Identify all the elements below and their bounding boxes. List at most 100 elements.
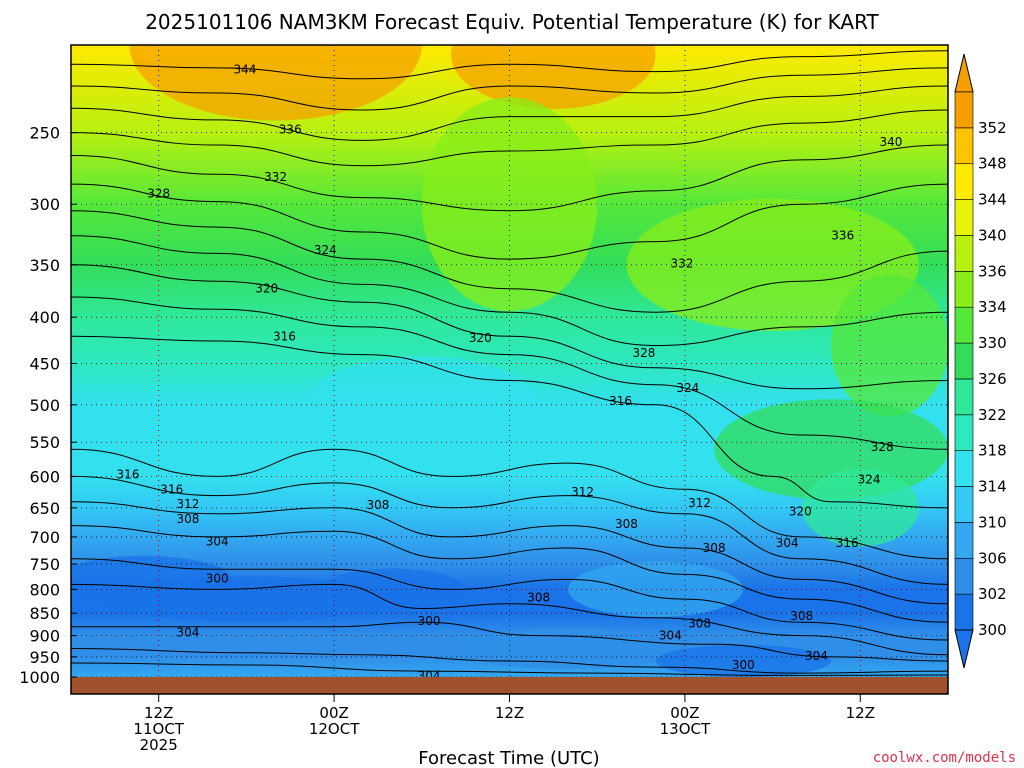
grid-lines xyxy=(71,45,948,677)
colorbar-label: 344 xyxy=(978,191,1007,209)
contour-label: 312 xyxy=(176,497,199,511)
y-tick-label: 1000 xyxy=(19,668,60,687)
contour-label: 308 xyxy=(790,609,813,623)
y-tick-label: 600 xyxy=(29,467,60,486)
colorbar-segment xyxy=(954,163,974,200)
contour-labels: 344 336 332 328 324 320 316 340 336 332 328 324 320 3… xyxy=(117,63,903,683)
colorbar-label: 326 xyxy=(978,370,1007,388)
contour-label: 308 xyxy=(615,517,638,531)
contour-line xyxy=(71,475,948,585)
contour-label: 304 xyxy=(659,629,682,643)
y-axis: 250 300 350 400 450 500 550 600 650 700 750 800 850 9… xyxy=(19,124,77,687)
contour-label: 320 xyxy=(789,504,812,518)
colorbar-segment xyxy=(954,414,974,451)
colorbar-segment xyxy=(954,235,974,272)
contour-label: 304 xyxy=(805,649,828,663)
field-anomaly xyxy=(567,561,744,618)
y-tick-label: 350 xyxy=(29,256,60,275)
y-tick-label: 950 xyxy=(29,648,60,667)
contour-label: 300 xyxy=(732,658,755,672)
colorbar-segment xyxy=(954,271,974,308)
colorbar-label: 302 xyxy=(978,585,1007,603)
contour-label: 304 xyxy=(206,534,229,548)
colorbar-segment xyxy=(954,450,974,487)
contour-label: 304 xyxy=(176,626,199,640)
colorbar-label: 318 xyxy=(978,442,1007,460)
plot-area: 344 336 332 328 324 320 316 340 336 332 328 324 320 3… xyxy=(71,45,948,683)
contour-label: 332 xyxy=(264,170,287,184)
contour-label: 316 xyxy=(160,482,183,496)
contour-label: 308 xyxy=(688,617,711,631)
field-anomaly xyxy=(71,555,232,604)
colorbar-label: 352 xyxy=(978,119,1007,137)
contour-label: 304 xyxy=(418,669,441,683)
colorbar-arrow-top xyxy=(954,53,974,93)
contour-line xyxy=(71,525,948,623)
contour-label: 308 xyxy=(366,498,389,512)
contour-line xyxy=(71,448,948,560)
colorbar-segment xyxy=(954,306,974,344)
colorbar-segment xyxy=(954,199,974,236)
y-tick-label: 750 xyxy=(29,555,60,574)
contour-label: 312 xyxy=(571,485,594,499)
contour-label: 324 xyxy=(314,243,337,257)
contour-label: 316 xyxy=(836,536,859,550)
y-tick-label: 850 xyxy=(29,604,60,623)
credit-text: coolwx.com/models xyxy=(873,750,1016,766)
contour-label: 336 xyxy=(279,122,302,136)
colorbar-label: 334 xyxy=(978,298,1007,316)
x-tick-label: 00Z xyxy=(670,704,699,722)
contour-line xyxy=(71,85,948,141)
contour-label: 316 xyxy=(609,394,632,408)
contour-label: 320 xyxy=(255,282,278,296)
x-tick-label: 2025 xyxy=(140,736,178,754)
contour-label: 336 xyxy=(831,229,854,243)
field-anomaly xyxy=(421,97,598,312)
field-anomaly xyxy=(831,274,948,417)
y-tick-label: 550 xyxy=(29,433,60,452)
contour-label: 324 xyxy=(858,473,881,487)
contour-label: 312 xyxy=(688,496,711,510)
field-anomaly xyxy=(655,644,832,677)
colorbar-label: 330 xyxy=(978,334,1007,352)
x-tick-label: 12Z xyxy=(846,704,875,722)
field-anomaly xyxy=(451,627,685,670)
contour-line xyxy=(71,583,948,656)
terrain-ground xyxy=(71,677,948,694)
contour-line xyxy=(71,501,948,605)
colorbar-segment xyxy=(954,91,974,129)
colorbar-segment xyxy=(954,486,974,523)
x-tick-label: 12Z xyxy=(495,704,524,722)
colorbar-label: 314 xyxy=(978,478,1007,496)
contour-label: 300 xyxy=(418,614,441,628)
contour-line xyxy=(71,558,948,641)
colorbar-segment xyxy=(954,342,974,380)
y-tick-label: 450 xyxy=(29,354,60,373)
colorbar-arrow-bottom xyxy=(954,629,974,669)
field-anomaly xyxy=(626,198,919,331)
colorbar-label: 300 xyxy=(978,621,1007,639)
contour-label: 324 xyxy=(676,381,699,395)
contour-line xyxy=(71,621,948,662)
contour-label: 300 xyxy=(206,571,229,585)
y-tick-label: 500 xyxy=(29,396,60,415)
contour-label: 304 xyxy=(776,536,799,550)
chart-title: 2025101106 NAM3KM Forecast Equiv. Potent… xyxy=(145,10,879,34)
y-tick-label: 650 xyxy=(29,499,60,518)
x-tick-label: 00Z xyxy=(319,704,348,722)
field-anomaly xyxy=(129,45,422,121)
contour-line xyxy=(71,67,948,111)
colorbar-segment xyxy=(954,593,974,631)
y-tick-label: 900 xyxy=(29,627,60,646)
colorbar-segment xyxy=(954,557,974,595)
y-tick-label: 300 xyxy=(29,195,60,214)
x-axis-title: Forecast Time (UTC) xyxy=(418,748,599,768)
contour-label: 328 xyxy=(147,187,170,201)
colorbar-label: 336 xyxy=(978,262,1007,280)
colorbar-label: 310 xyxy=(978,513,1007,531)
contour-label: 316 xyxy=(273,329,296,343)
contour-line xyxy=(71,210,948,313)
field-anomaly xyxy=(801,469,919,547)
x-tick-label: 12Z xyxy=(144,704,173,722)
